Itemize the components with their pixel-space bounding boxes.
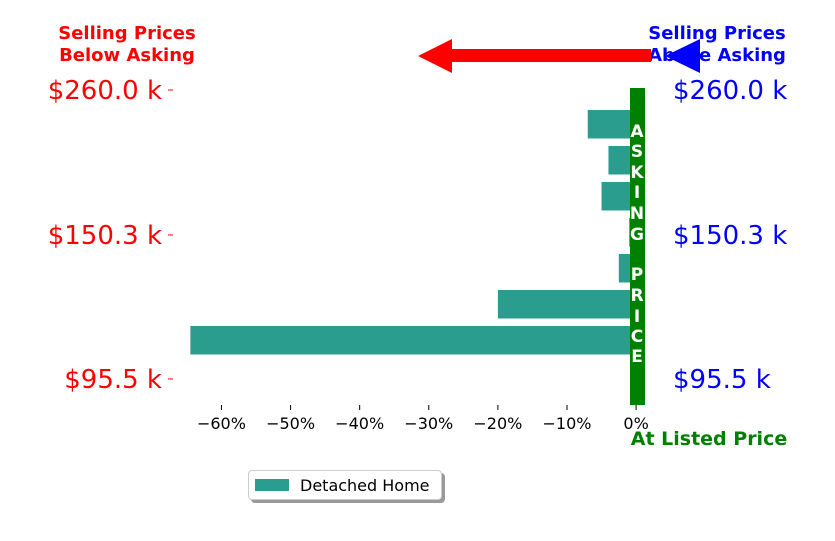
y-tick-label-left: $95.5 k	[64, 365, 162, 395]
asking-letter: N	[630, 204, 644, 224]
bar-1	[587, 110, 637, 139]
y-tick-label-left: $260.0 k	[48, 76, 162, 106]
red-arrow-shaft	[451, 49, 651, 62]
legend-label: Detached Home	[300, 475, 430, 495]
asking-letter: R	[630, 286, 643, 306]
x-tick-label: −50%	[266, 414, 315, 433]
y-tick-label-right: $95.5 k	[673, 365, 771, 395]
x-tick-label: −40%	[335, 414, 384, 433]
asking-letter: P	[631, 265, 643, 285]
above-asking-header: Selling Prices	[648, 23, 785, 44]
asking-letter: I	[634, 307, 640, 327]
asking-letter: I	[634, 183, 640, 203]
below-asking-header: Selling Prices	[58, 23, 195, 44]
x-tick-label: −10%	[543, 414, 592, 433]
y-tick-label-right: $150.3 k	[673, 221, 787, 251]
red-arrow-head	[418, 39, 452, 73]
x-tick-label: −60%	[197, 414, 246, 433]
y-tick-label-left: $150.3 k	[48, 221, 162, 251]
asking-letter: C	[631, 327, 643, 347]
bar-7	[190, 326, 637, 355]
x-tick-label: −20%	[473, 414, 522, 433]
legend-swatch	[255, 479, 289, 491]
asking-price-bar	[630, 88, 645, 405]
legend: Detached Home	[248, 470, 442, 500]
x-tick-label: 0%	[623, 414, 648, 433]
at-listed-price-label: At Listed Price	[631, 428, 787, 450]
asking-letter: E	[631, 347, 643, 367]
asking-letter: G	[630, 225, 644, 245]
blue-arrow-head	[665, 39, 700, 73]
bar-6	[497, 290, 637, 319]
asking-letter: S	[631, 142, 643, 162]
asking-letter: K	[630, 163, 644, 183]
y-tick-label-right: $260.0 k	[673, 76, 787, 106]
below-asking-header: Below Asking	[59, 45, 195, 66]
x-tick-label: −30%	[404, 414, 453, 433]
asking-letter: A	[630, 122, 644, 142]
